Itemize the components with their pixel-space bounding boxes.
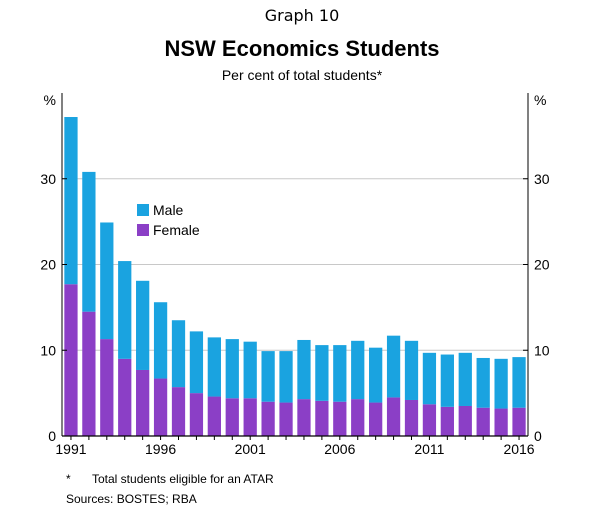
bar-female-2016 bbox=[512, 407, 526, 436]
sources-note: Sources: BOSTES; RBA bbox=[66, 492, 197, 506]
bar-male-2012 bbox=[440, 354, 454, 407]
x-tick-label-1996: 1996 bbox=[145, 441, 176, 457]
footnote-marker: * bbox=[66, 472, 71, 486]
bar-female-1997 bbox=[171, 387, 186, 436]
bar-female-2008 bbox=[369, 402, 383, 436]
bar-male-2016 bbox=[512, 357, 526, 408]
y-tick-label-right: 10 bbox=[534, 342, 550, 358]
legend-label-female: Female bbox=[153, 222, 200, 238]
bar-male-2006 bbox=[333, 345, 347, 402]
footnote-text: Total students eligible for an ATAR bbox=[92, 472, 274, 486]
legend-label-male: Male bbox=[153, 202, 184, 218]
bar-female-2003 bbox=[279, 402, 293, 436]
bar-male-1997 bbox=[171, 320, 186, 388]
bar-female-2002 bbox=[261, 401, 275, 436]
bar-male-1998 bbox=[189, 331, 204, 394]
y-axis-unit-right: % bbox=[534, 92, 546, 108]
y-tick-label-left: 20 bbox=[40, 257, 56, 273]
bar-female-2014 bbox=[476, 407, 490, 436]
bar-female-1998 bbox=[189, 393, 204, 436]
y-tick-label-left: 0 bbox=[48, 428, 56, 444]
bar-male-2013 bbox=[458, 352, 472, 406]
legend-swatch-female bbox=[137, 224, 149, 236]
bar-female-2005 bbox=[315, 400, 329, 436]
bar-male-2010 bbox=[404, 340, 419, 400]
chart-subtitle: Per cent of total students* bbox=[221, 67, 383, 83]
bar-female-2006 bbox=[333, 401, 347, 436]
x-tick-label-2011: 2011 bbox=[414, 441, 444, 457]
bar-male-2004 bbox=[297, 339, 311, 400]
bar-male-2014 bbox=[476, 357, 490, 408]
bar-male-2007 bbox=[351, 340, 365, 400]
bar-male-1991 bbox=[64, 117, 78, 285]
legend-swatch-male bbox=[137, 204, 149, 216]
y-tick-label-right: 30 bbox=[534, 171, 550, 187]
bar-male-2002 bbox=[261, 351, 275, 402]
bar-male-1992 bbox=[82, 171, 96, 312]
bar-female-1991 bbox=[64, 284, 78, 436]
x-tick-label-1991: 1991 bbox=[55, 441, 86, 457]
bar-female-1992 bbox=[82, 311, 96, 436]
bar-male-2001 bbox=[243, 341, 257, 399]
bar-male-2008 bbox=[369, 347, 383, 403]
x-tick-label-2001: 2001 bbox=[235, 441, 266, 457]
bar-female-2012 bbox=[440, 406, 454, 436]
bar-female-2001 bbox=[243, 398, 257, 436]
footnote: * Total students eligible for an ATAR bbox=[66, 472, 274, 486]
y-axis-unit-left: % bbox=[44, 92, 56, 108]
bar-male-1994 bbox=[118, 261, 132, 359]
bar-female-2013 bbox=[458, 405, 472, 436]
bar-male-1999 bbox=[207, 337, 221, 397]
bar-male-1995 bbox=[136, 280, 150, 370]
bar-female-2004 bbox=[297, 399, 311, 436]
bar-female-1999 bbox=[207, 396, 221, 436]
y-tick-label-left: 10 bbox=[40, 342, 56, 358]
bar-female-2009 bbox=[386, 397, 401, 436]
bar-female-2007 bbox=[351, 399, 365, 436]
graph-number: Graph 10 bbox=[264, 6, 340, 25]
bar-female-1996 bbox=[153, 378, 168, 436]
bar-male-2011 bbox=[422, 352, 437, 405]
y-tick-label-right: 20 bbox=[534, 257, 550, 273]
bar-male-2015 bbox=[494, 358, 508, 409]
x-tick-label-2016: 2016 bbox=[503, 441, 534, 457]
bar-male-2005 bbox=[315, 345, 329, 401]
bar-male-2009 bbox=[386, 335, 401, 398]
bar-female-2010 bbox=[404, 399, 419, 436]
bar-female-2000 bbox=[225, 398, 239, 436]
bar-female-2015 bbox=[494, 408, 508, 436]
bar-male-2003 bbox=[279, 351, 293, 403]
y-tick-label-right: 0 bbox=[534, 428, 542, 444]
bar-female-2011 bbox=[422, 404, 437, 436]
bar-male-1993 bbox=[100, 222, 114, 340]
bar-female-1994 bbox=[118, 358, 132, 436]
chart-title: NSW Economics Students bbox=[164, 36, 440, 61]
bar-female-1995 bbox=[136, 369, 150, 436]
y-tick-label-left: 30 bbox=[40, 171, 56, 187]
bar-male-2000 bbox=[225, 339, 239, 399]
x-tick-label-2006: 2006 bbox=[324, 441, 355, 457]
bar-male-1996 bbox=[153, 302, 168, 379]
bar-female-1993 bbox=[100, 339, 114, 436]
